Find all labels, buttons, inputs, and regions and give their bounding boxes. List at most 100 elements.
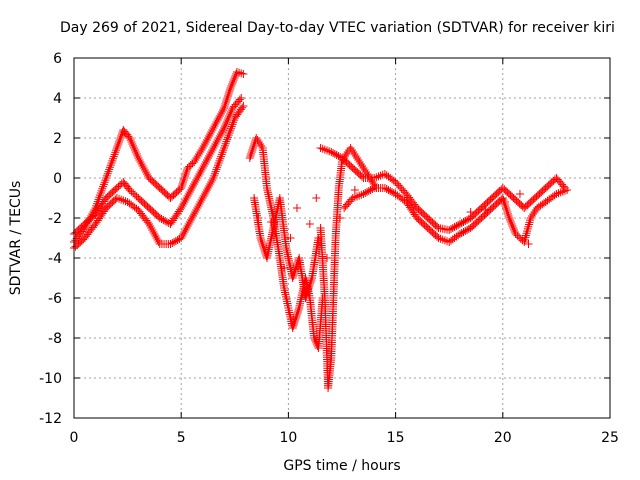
data-point: [239, 70, 248, 78]
y-tick-label: -4: [48, 251, 62, 267]
data-point: [178, 232, 187, 240]
data-point: [524, 222, 533, 231]
data-point: [461, 227, 470, 235]
data-point: [380, 184, 389, 192]
data-point: [112, 146, 121, 155]
data-point: [225, 88, 234, 96]
data-point: [187, 184, 196, 192]
data-point: [366, 186, 375, 194]
data-point: [370, 174, 379, 182]
data-point: [249, 142, 258, 150]
data-point: [212, 118, 221, 126]
data-point: [211, 167, 220, 176]
data-point: [448, 224, 457, 232]
data-point: [211, 140, 220, 148]
x-tick-label: 10: [279, 430, 297, 446]
data-point: [305, 282, 314, 290]
data-point: [195, 200, 204, 208]
data-point: [193, 204, 202, 212]
plot-frame: [73, 57, 611, 419]
data-point: [286, 234, 295, 242]
data-point: [230, 74, 239, 82]
grid: [74, 58, 610, 418]
data-point: [515, 190, 524, 198]
data-point: [142, 170, 151, 178]
data-point: [522, 229, 531, 238]
data-point: [450, 223, 459, 231]
data-point: [152, 234, 161, 242]
data-point: [166, 240, 175, 248]
data-point: [217, 150, 226, 159]
data-point: [146, 222, 155, 230]
data-point: [301, 294, 310, 302]
data-point: [220, 141, 229, 150]
data-point: [210, 122, 219, 130]
y-tick-label: 4: [53, 91, 62, 107]
data-point: [524, 220, 533, 229]
data-point: [293, 308, 302, 316]
series-upper-track: [70, 68, 248, 246]
data-point: [113, 142, 122, 150]
data-point: [436, 234, 445, 243]
data-point: [292, 262, 301, 270]
data-point: [327, 148, 336, 156]
data-point: [192, 176, 201, 184]
data-point: [457, 219, 466, 227]
y-tick-label: 2: [53, 131, 62, 147]
data-point: [289, 320, 298, 328]
data-point: [97, 186, 106, 195]
data-point: [207, 178, 216, 186]
data-point: [291, 266, 300, 274]
data-point: [443, 237, 452, 246]
data-point: [151, 232, 160, 240]
data-point: [201, 188, 210, 196]
data-point: [350, 193, 359, 202]
data-point: [186, 216, 195, 224]
data-point: [245, 154, 254, 162]
data-point: [215, 112, 224, 120]
data-point: [219, 106, 228, 114]
data-point: [124, 132, 133, 141]
data-point: [310, 336, 319, 344]
data-point: [207, 128, 216, 136]
data-point: [223, 94, 232, 102]
data-point: [510, 226, 519, 234]
data-point: [454, 221, 463, 229]
data-point: [159, 216, 168, 224]
data-point: [153, 236, 162, 244]
data-point: [384, 186, 393, 194]
data-point: [213, 116, 222, 124]
data-point: [220, 144, 229, 152]
data-point: [335, 214, 344, 222]
data-point: [198, 194, 207, 202]
data-point: [290, 318, 299, 326]
data-point: [96, 189, 105, 197]
data-point: [183, 192, 192, 200]
data-point: [96, 191, 105, 200]
data-point: [218, 148, 227, 157]
data-point: [221, 120, 230, 128]
data-point: [438, 235, 447, 244]
data-point: [215, 132, 224, 140]
data-point: [225, 86, 234, 94]
data-point: [136, 158, 145, 166]
data-point: [184, 190, 193, 198]
data-point: [291, 316, 300, 324]
y-tick-label: -12: [39, 411, 62, 427]
data-point: [372, 173, 381, 182]
data-point: [170, 238, 179, 246]
data-point: [481, 206, 490, 214]
data-point: [139, 164, 148, 172]
data-point: [147, 224, 156, 232]
data-point: [127, 187, 136, 196]
data-point: [357, 190, 366, 199]
data-point: [177, 234, 186, 242]
chart-title: Day 269 of 2021, Sidereal Day-to-day VTE…: [60, 20, 615, 36]
data-point: [131, 148, 140, 156]
data-point: [204, 134, 212, 142]
data-point: [148, 226, 157, 234]
data-point: [141, 168, 150, 176]
data-point: [329, 149, 338, 157]
data-point: [206, 180, 215, 188]
data-point: [267, 218, 276, 226]
